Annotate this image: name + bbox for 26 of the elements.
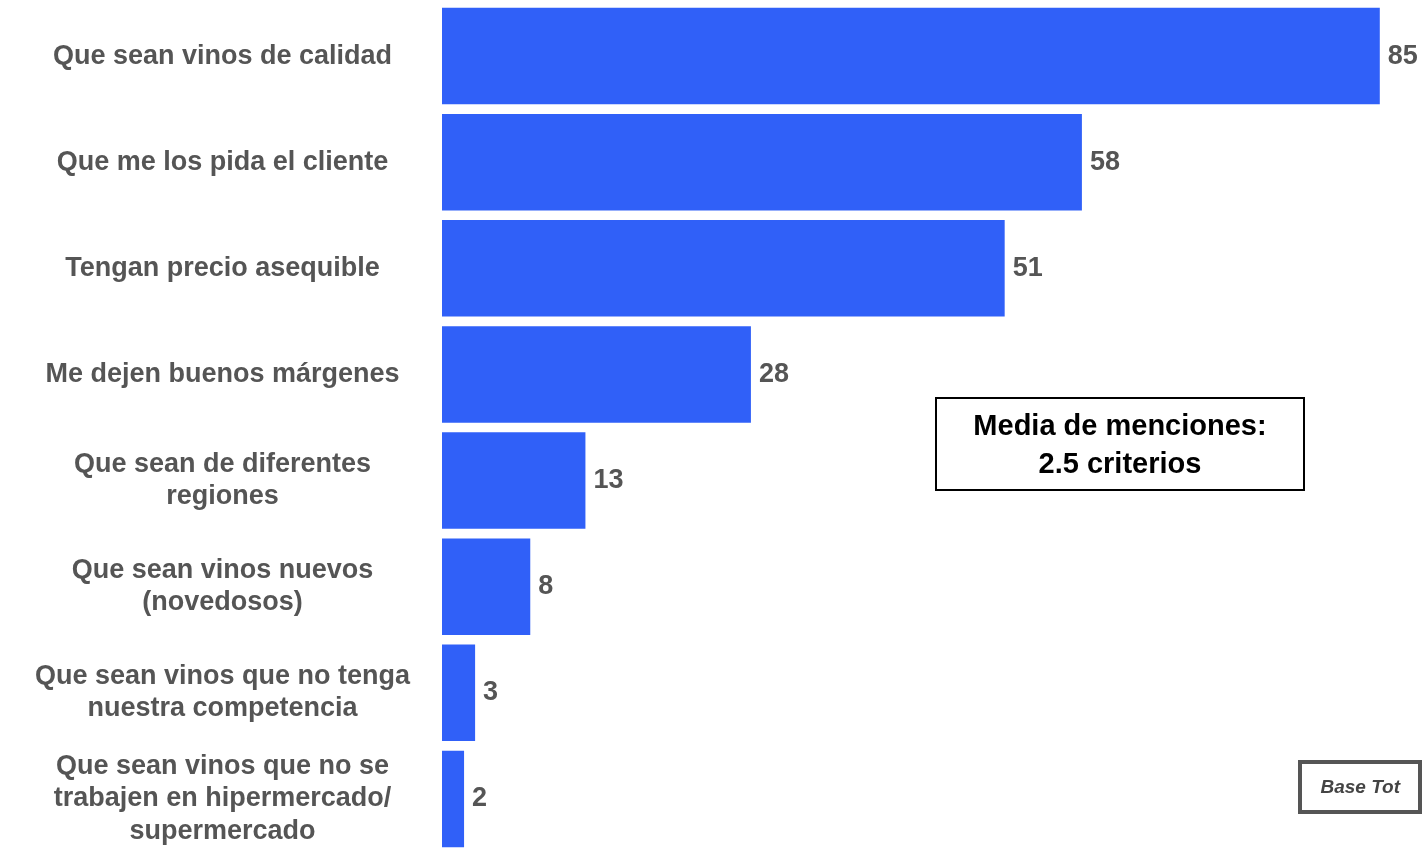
data-label: 58 bbox=[1089, 145, 1120, 176]
data-label: 8 bbox=[538, 570, 554, 601]
bar bbox=[442, 750, 465, 848]
y-tick-label: Que sean de diferentes regiones bbox=[73, 447, 372, 511]
y-tick-label: Que sean vinos de calidad bbox=[52, 39, 393, 70]
y-tick-label: Que sean vinos nuevos (novedosos) bbox=[71, 553, 374, 617]
bar bbox=[442, 538, 531, 635]
y-tick-label: Que sean vinos que no tenga nuestra competencia bbox=[34, 660, 411, 723]
data-label: 3 bbox=[483, 676, 499, 707]
y-tick-label: Que sean vinos que no se trabajen en hipermercado/ supermercado bbox=[53, 749, 392, 845]
data-label: 28 bbox=[758, 357, 789, 388]
data-label: 85 bbox=[1387, 39, 1418, 70]
bar bbox=[442, 113, 1082, 211]
data-label: 13 bbox=[593, 464, 624, 495]
annotation: Media de menciones: 2.5 criterios bbox=[935, 397, 1305, 491]
y-tick-label: Me dejen buenos márgenes bbox=[45, 357, 400, 388]
bar bbox=[442, 220, 1005, 317]
data-label: 2 bbox=[472, 782, 488, 813]
bar bbox=[442, 7, 1380, 105]
y-tick-label: Tengan precio asequible bbox=[65, 251, 380, 282]
annotation: Base Tot bbox=[1298, 760, 1422, 814]
bar bbox=[442, 432, 586, 529]
bar bbox=[442, 326, 751, 423]
data-label: 51 bbox=[1012, 251, 1043, 282]
bar bbox=[442, 644, 476, 742]
y-tick-label: Que me los pida el cliente bbox=[56, 145, 389, 176]
